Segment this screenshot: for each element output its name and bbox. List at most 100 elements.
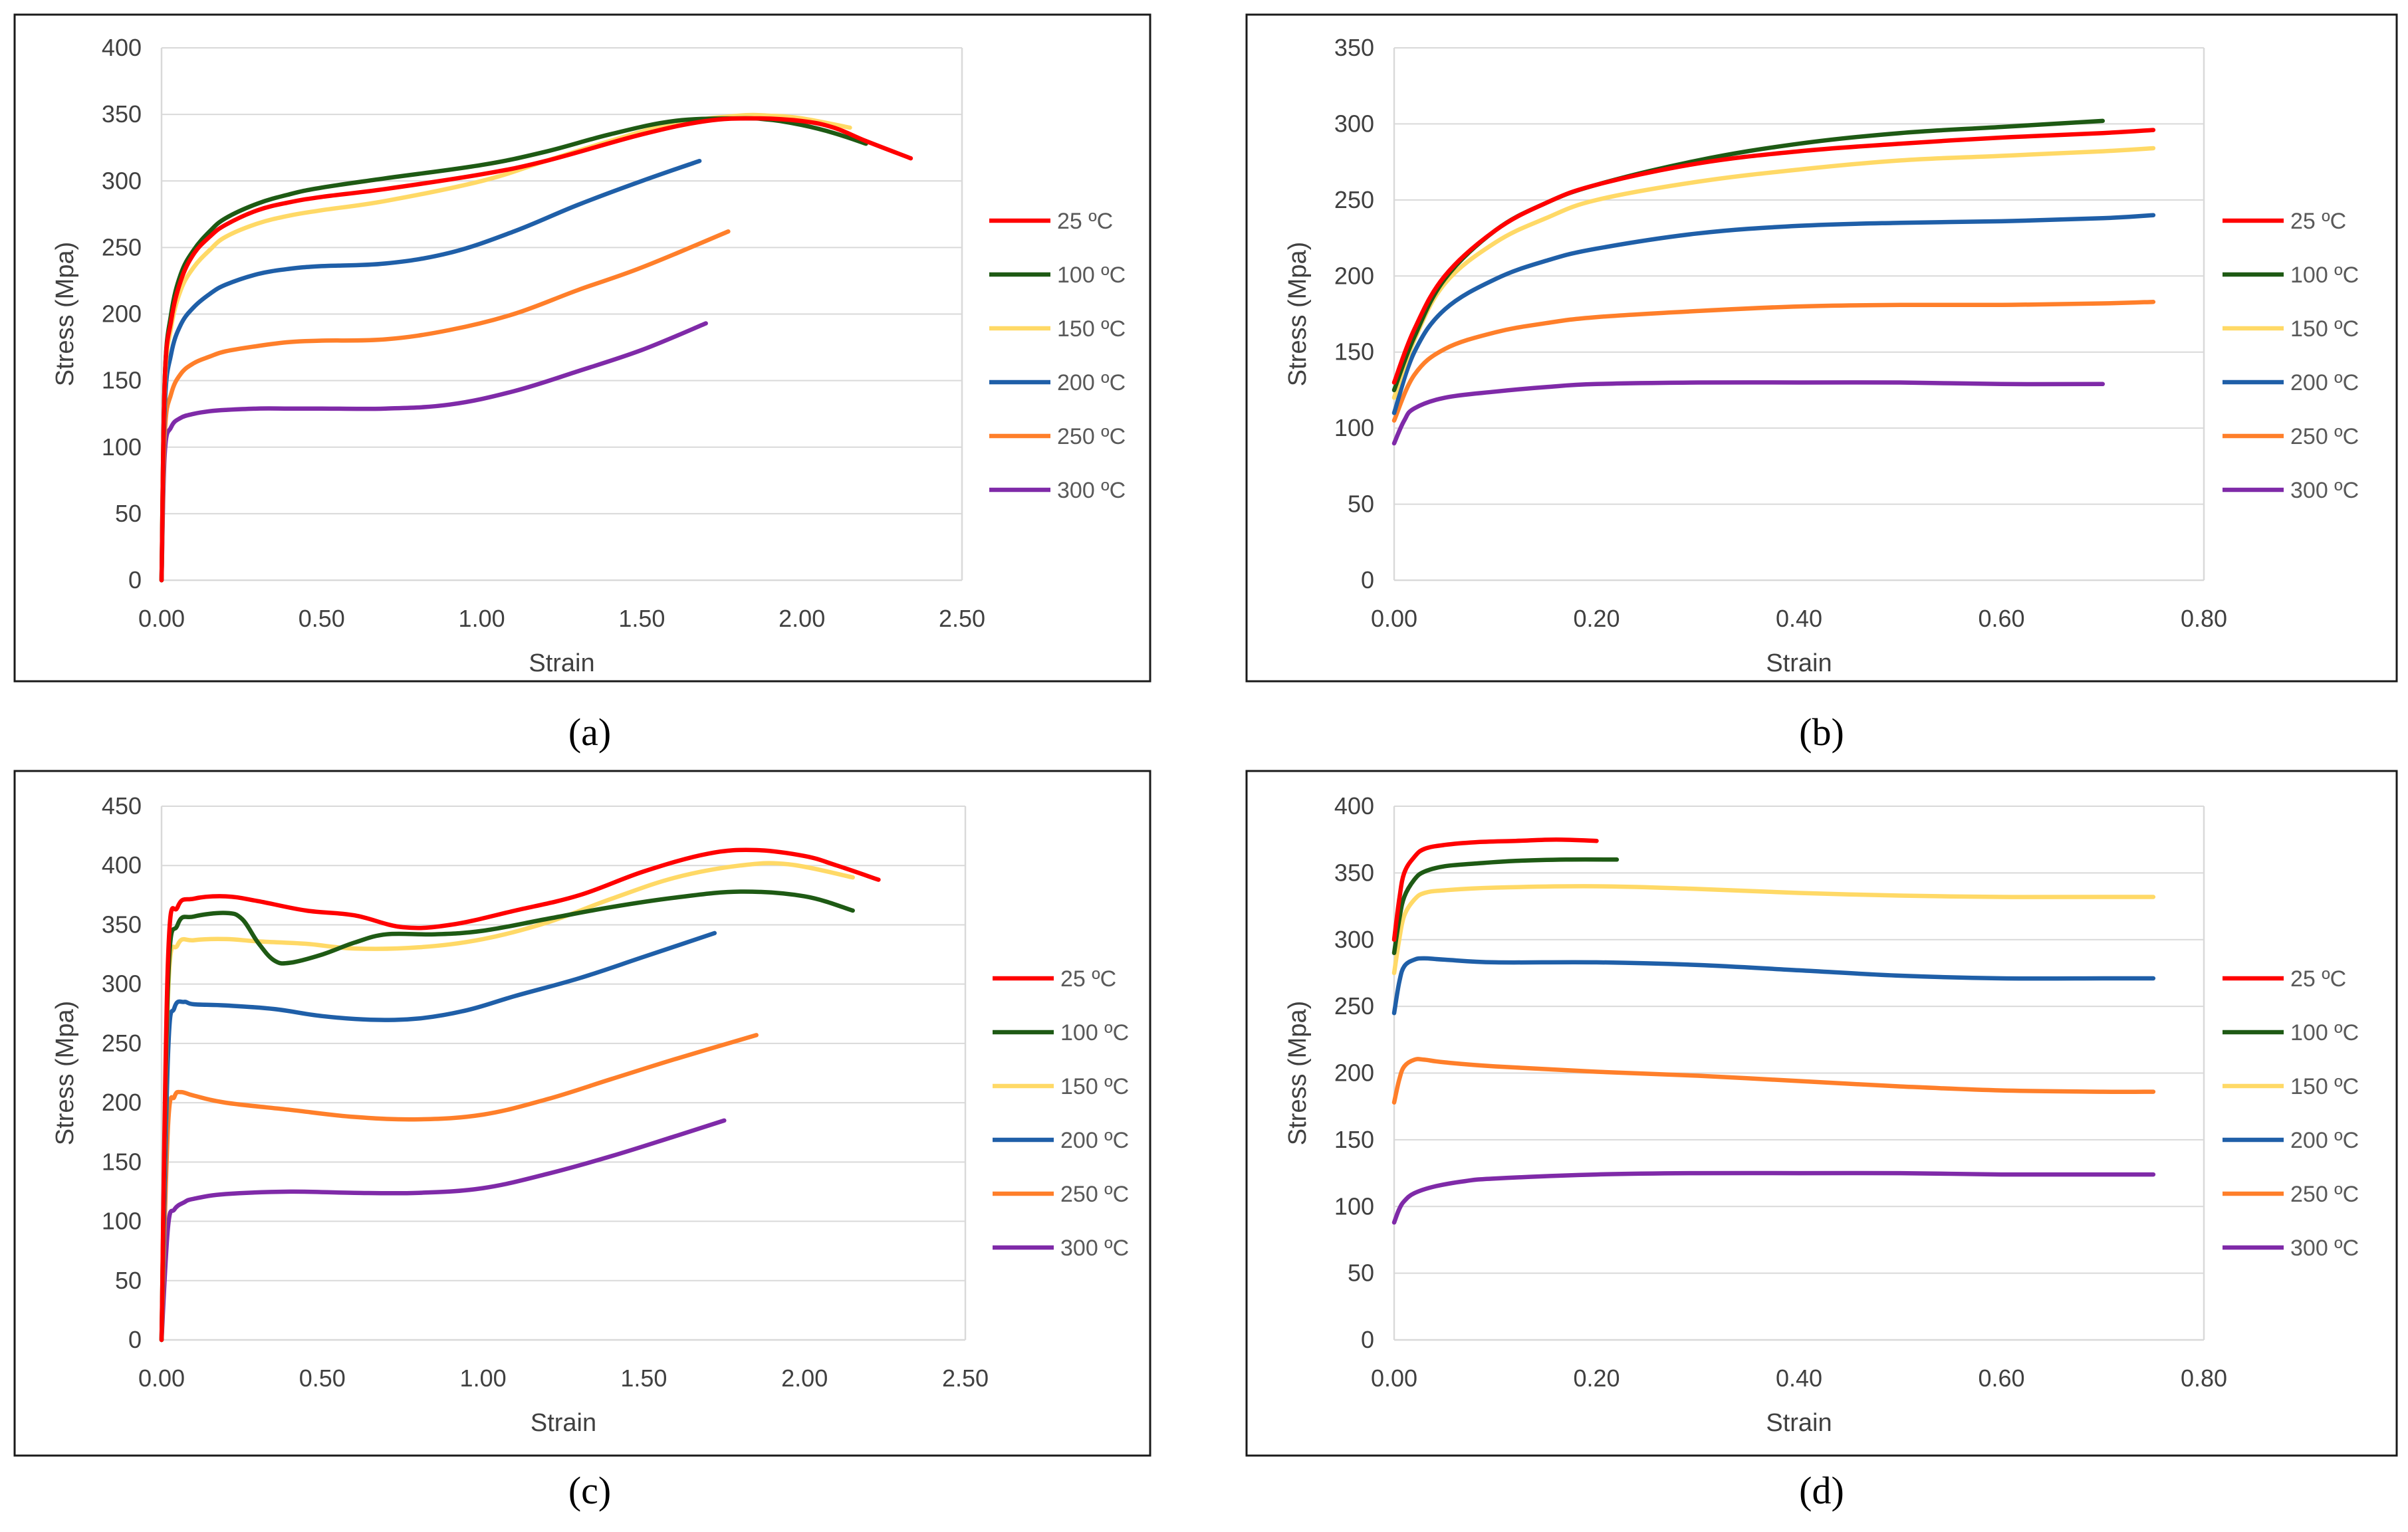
legend-label: 200 ºC bbox=[2290, 370, 2359, 395]
series-line bbox=[159, 1118, 727, 1343]
legend-item: 25 ºC bbox=[989, 209, 1113, 234]
legend-label: 150 ºC bbox=[1057, 316, 1126, 342]
y-tick-label: 50 bbox=[115, 1267, 142, 1294]
panel-caption: (b) bbox=[1799, 711, 1844, 754]
y-axis-title: Stress (Mpa) bbox=[51, 1001, 79, 1145]
legend-item: 250 ºC bbox=[2223, 1182, 2359, 1207]
panel-caption: (c) bbox=[568, 1469, 611, 1512]
y-tick-label: 300 bbox=[1334, 926, 1374, 953]
legend-label: 25 ºC bbox=[1057, 209, 1113, 234]
y-tick-label: 300 bbox=[102, 167, 142, 194]
legend-item: 25 ºC bbox=[993, 966, 1116, 992]
series-line bbox=[1391, 299, 2156, 423]
x-tick-label: 2.00 bbox=[779, 605, 825, 632]
x-tick-label: 0.20 bbox=[1573, 1365, 1620, 1392]
y-tick-label: 150 bbox=[1334, 1126, 1374, 1153]
x-tick-label: 0.80 bbox=[2181, 605, 2227, 632]
y-axis-title: Stress (Mpa) bbox=[1284, 242, 1312, 386]
y-tick-label: 0 bbox=[1361, 1326, 1374, 1353]
y-tick-label: 400 bbox=[1334, 792, 1374, 820]
chart-frame bbox=[13, 770, 1151, 1457]
legend-item: 200 ºC bbox=[2223, 370, 2359, 395]
y-axis-title: Stress (Mpa) bbox=[1284, 1001, 1312, 1145]
y-tick-label: 150 bbox=[102, 1148, 142, 1175]
y-tick-label: 50 bbox=[1348, 1259, 1374, 1287]
x-tick-label: 1.50 bbox=[620, 1365, 667, 1392]
y-tick-label: 350 bbox=[102, 911, 142, 938]
legend-label: 100 ºC bbox=[2290, 263, 2359, 288]
x-tick-label: 0.00 bbox=[138, 605, 185, 632]
y-tick-label: 250 bbox=[1334, 992, 1374, 1020]
legend-item: 25 ºC bbox=[2223, 209, 2346, 234]
legend-item: 150 ºC bbox=[989, 316, 1126, 342]
x-tick-label: 2.50 bbox=[942, 1365, 989, 1392]
series-line bbox=[1391, 956, 2156, 1016]
x-tick-label: 0.80 bbox=[2181, 1365, 2227, 1392]
series-line bbox=[1391, 213, 2156, 415]
series-line bbox=[1391, 1057, 2156, 1105]
legend-label: 100 ºC bbox=[1060, 1020, 1129, 1045]
x-tick-label: 0.50 bbox=[299, 1365, 346, 1392]
legend-item: 100 ºC bbox=[2223, 263, 2359, 288]
series-line bbox=[1391, 146, 2156, 400]
x-axis-title: Strain bbox=[531, 1409, 596, 1437]
y-tick-label: 100 bbox=[102, 1208, 142, 1235]
chart-frame bbox=[13, 13, 1151, 683]
y-tick-label: 0 bbox=[128, 1326, 142, 1353]
chart-panel: 0 50 100 150 200 250 300 350 400 0.00 0.20 0.40 0.60… bbox=[1245, 770, 2398, 1512]
y-tick-label: 200 bbox=[1334, 1059, 1374, 1087]
chart-panel: 0 50 100 150 200 250 300 350 400 0.00 0.50 1.00 1.50… bbox=[13, 13, 1151, 754]
legend-label: 200 ºC bbox=[1060, 1128, 1129, 1153]
x-tick-label: 0.40 bbox=[1776, 1365, 1822, 1392]
x-axis-title: Strain bbox=[529, 649, 594, 677]
legend-item: 200 ºC bbox=[989, 370, 1126, 395]
legend-label: 300 ºC bbox=[2290, 478, 2359, 503]
legend-item: 250 ºC bbox=[993, 1182, 1129, 1207]
y-tick-label: 300 bbox=[102, 970, 142, 998]
legend-item: 25 ºC bbox=[2223, 966, 2346, 992]
x-tick-label: 0.60 bbox=[1978, 1365, 2024, 1392]
series-line bbox=[1391, 1170, 2156, 1225]
legend-label: 100 ºC bbox=[1057, 263, 1126, 288]
legend-item: 100 ºC bbox=[989, 263, 1126, 288]
panel-caption: (a) bbox=[568, 711, 611, 754]
y-tick-label: 100 bbox=[1334, 414, 1374, 441]
legend-item: 150 ºC bbox=[993, 1074, 1129, 1099]
y-tick-label: 200 bbox=[1334, 262, 1374, 289]
y-tick-label: 400 bbox=[102, 851, 142, 879]
chart-frame bbox=[1245, 770, 2398, 1457]
x-tick-label: 1.00 bbox=[459, 605, 505, 632]
chart-panel: 0 50 100 150 200 250 300 350 0.00 0.20 0.40 0.60 0.8… bbox=[1245, 13, 2398, 754]
legend-item: 100 ºC bbox=[2223, 1020, 2359, 1045]
legend-label: 300 ºC bbox=[1057, 478, 1126, 503]
y-tick-label: 0 bbox=[1361, 566, 1374, 594]
series-line bbox=[1391, 380, 2106, 446]
legend-item: 300 ºC bbox=[993, 1236, 1129, 1261]
x-tick-label: 0.40 bbox=[1776, 605, 1822, 632]
x-tick-label: 1.50 bbox=[618, 605, 665, 632]
series-line bbox=[1391, 884, 2156, 976]
series-line bbox=[159, 158, 702, 583]
series-line bbox=[1391, 857, 1620, 956]
series-line bbox=[1391, 118, 2106, 393]
x-tick-label: 1.00 bbox=[460, 1365, 507, 1392]
legend-label: 300 ºC bbox=[2290, 1236, 2359, 1261]
y-axis-title: Stress (Mpa) bbox=[51, 242, 79, 386]
y-tick-label: 200 bbox=[102, 300, 142, 328]
series-line bbox=[1391, 128, 2156, 385]
y-tick-label: 350 bbox=[1334, 859, 1374, 886]
x-tick-label: 0.00 bbox=[1371, 1365, 1417, 1392]
y-tick-label: 250 bbox=[102, 233, 142, 261]
x-tick-label: 0.50 bbox=[299, 605, 345, 632]
legend-item: 200 ºC bbox=[993, 1128, 1129, 1153]
legend-item: 200 ºC bbox=[2223, 1128, 2359, 1153]
y-tick-label: 150 bbox=[102, 367, 142, 394]
x-axis-title: Strain bbox=[1766, 1409, 1832, 1437]
legend-item: 300 ºC bbox=[2223, 1236, 2359, 1261]
legend-item: 100 ºC bbox=[993, 1020, 1129, 1045]
series-line bbox=[159, 889, 855, 1343]
legend-label: 250 ºC bbox=[1060, 1182, 1129, 1207]
y-tick-label: 450 bbox=[102, 792, 142, 820]
legend-label: 150 ºC bbox=[2290, 1074, 2359, 1099]
legend-label: 200 ºC bbox=[2290, 1128, 2359, 1153]
